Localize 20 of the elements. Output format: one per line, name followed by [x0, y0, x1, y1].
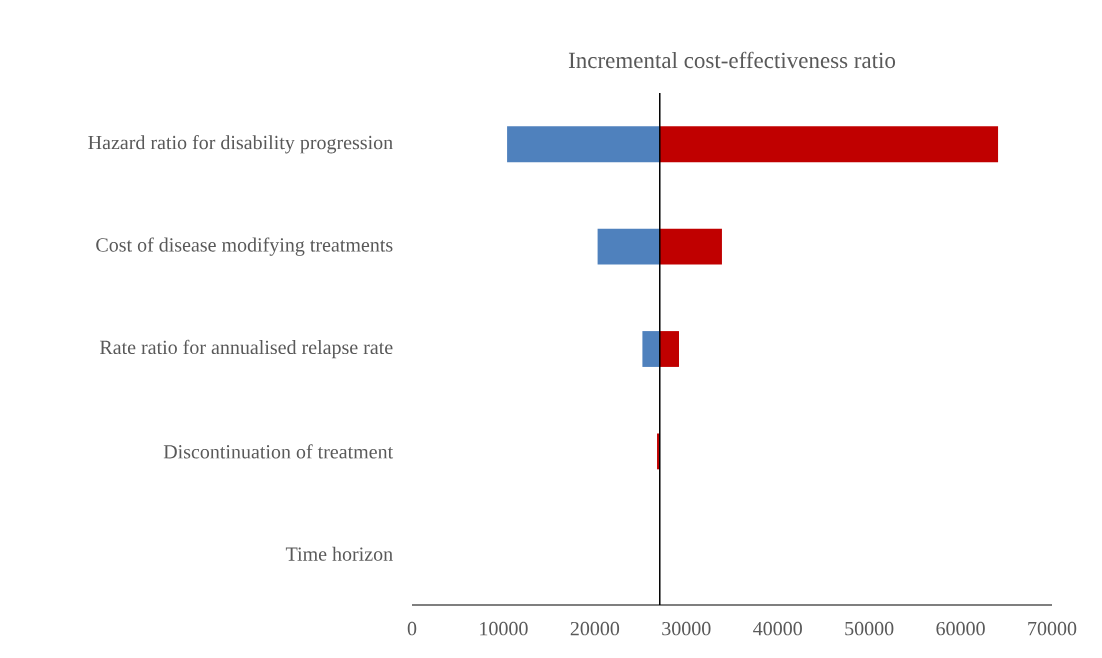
bar — [659, 228, 722, 265]
y-tick-label: Hazard ratio for disability progression — [88, 135, 393, 154]
bar — [597, 228, 660, 265]
x-tick-label: 40000 — [753, 621, 802, 636]
x-tick-label: 20000 — [570, 621, 620, 636]
y-tick-label: Cost of disease modifying treatments — [96, 237, 393, 256]
y-tick-label: Time horizon — [285, 546, 393, 561]
x-tick-label: 10000 — [480, 621, 528, 636]
y-tick-label: Rate ratio for annualised relapse rate — [99, 339, 393, 359]
x-tick-label: 30000 — [662, 621, 711, 636]
bar — [659, 331, 679, 367]
bar — [507, 126, 660, 163]
x-tick-label: 70000 — [1028, 621, 1077, 636]
x-tick-label: 50000 — [845, 621, 894, 636]
x-tick-label: 0 — [407, 621, 417, 636]
bar — [642, 331, 660, 367]
y-tick-label: Discontinuation of treatment — [163, 444, 394, 459]
chart-title: Incremental cost-effectiveness ratio — [568, 51, 896, 69]
x-tick-label: 60000 — [936, 621, 985, 636]
bar — [659, 126, 999, 163]
